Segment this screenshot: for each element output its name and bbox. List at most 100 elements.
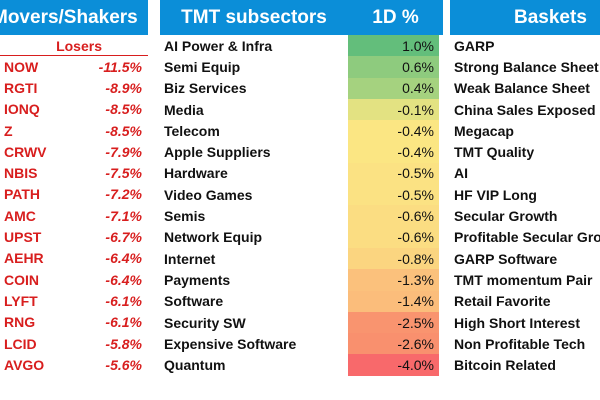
loser-ticker: CRWV xyxy=(4,143,47,160)
loser-ticker: AEHR xyxy=(4,250,44,267)
subsector-row: Semi Equip 0.6% xyxy=(160,56,443,78)
loser-change: -8.9% xyxy=(105,79,142,96)
loser-row: CRWV -7.9% xyxy=(0,141,148,162)
subsector-change-cell: -0.6% xyxy=(348,226,439,248)
loser-change: -6.1% xyxy=(105,292,142,309)
loser-ticker: NBIS xyxy=(4,165,38,182)
loser-change: -7.9% xyxy=(105,143,142,160)
loser-change: -8.5% xyxy=(105,122,142,139)
loser-change: -6.7% xyxy=(105,229,142,246)
baskets-panel: Baskets GARP Strong Balance Sheet Weak Bal… xyxy=(450,0,600,400)
loser-row: NOW -11.5% xyxy=(0,56,148,77)
loser-row: AVGO -5.6% xyxy=(0,354,148,375)
losers-list: NOW -11.5% RGTI -8.9% IONQ -8.5% Z -8.5% CRWV -7.… xyxy=(0,56,148,375)
loser-row: COIN -6.4% xyxy=(0,269,148,290)
loser-ticker: COIN xyxy=(4,271,39,288)
loser-row: LCID -5.8% xyxy=(0,333,148,354)
basket-row: TMT Quality xyxy=(454,144,535,161)
tmt-subsectors-header: TMT subsectors 1D % xyxy=(160,0,443,35)
subsector-change-cell: -0.5% xyxy=(348,162,439,185)
loser-row: IONQ -8.5% xyxy=(0,99,148,120)
subsector-change-cell: 0.6% xyxy=(348,56,439,78)
movers-shakers-title: Movers/Shakers xyxy=(0,6,138,28)
subsector-change-cell: -0.8% xyxy=(348,247,439,270)
subsector-row: Hardware -0.5% xyxy=(160,162,443,185)
basket-row: Strong Balance Sheet xyxy=(454,58,599,75)
subsector-change-cell: -2.5% xyxy=(348,311,439,334)
subsector-name: Payments xyxy=(164,271,231,288)
subsector-change-cell: -1.3% xyxy=(348,269,439,291)
subsector-name: Security SW xyxy=(164,314,246,331)
loser-ticker: AMC xyxy=(4,207,36,224)
loser-ticker: RGTI xyxy=(4,79,38,96)
subsector-change-cell: -0.1% xyxy=(348,98,439,121)
subsector-row: Internet -0.8% xyxy=(160,247,443,270)
subsector-name: Network Equip xyxy=(164,229,263,246)
subsector-row: Telecom -0.4% xyxy=(160,120,443,142)
basket-row: High Short Interest xyxy=(454,314,581,331)
loser-change: -6.1% xyxy=(105,314,142,331)
loser-ticker: IONQ xyxy=(4,101,40,118)
loser-row: LYFT -6.1% xyxy=(0,290,148,311)
movers-shakers-header: Movers/Shakers xyxy=(0,0,148,35)
subsector-change-cell: -0.4% xyxy=(348,141,439,163)
loser-row: RGTI -8.9% xyxy=(0,77,148,98)
subsector-row: Expensive Software -2.6% xyxy=(160,333,443,355)
basket-row: Retail Favorite xyxy=(454,293,551,310)
subsector-row: AI Power & Infra 1.0% xyxy=(160,35,443,57)
basket-row: GARP Software xyxy=(454,250,558,267)
subsector-name: Semis xyxy=(164,208,206,225)
subsector-row: Network Equip -0.6% xyxy=(160,226,443,248)
subsector-change-cell: -0.4% xyxy=(348,120,439,142)
subsector-row: Biz Services 0.4% xyxy=(160,77,443,99)
subsector-change-cell: -1.4% xyxy=(348,290,439,312)
loser-ticker: LYFT xyxy=(4,292,38,309)
subsector-name: Quantum xyxy=(164,357,226,374)
loser-row: NBIS -7.5% xyxy=(0,162,148,183)
subsector-name: Media xyxy=(164,101,204,118)
subsector-change-cell: -0.6% xyxy=(348,205,439,227)
loser-row: AMC -7.1% xyxy=(0,205,148,226)
basket-row: AI xyxy=(454,165,468,182)
loser-change: -5.8% xyxy=(105,335,142,352)
loser-change: -6.4% xyxy=(105,271,142,288)
one-day-change-column-header: 1D % xyxy=(372,6,419,28)
loser-row: AEHR -6.4% xyxy=(0,248,148,269)
subsector-name: Software xyxy=(164,293,224,310)
subsector-change-cell: 0.4% xyxy=(348,77,439,99)
loser-change: -11.5% xyxy=(98,58,142,75)
subsector-change-cell: -2.6% xyxy=(348,333,439,355)
subsector-name: Internet xyxy=(164,250,216,267)
basket-row: Non Profitable Tech xyxy=(454,335,586,352)
basket-row: Weak Balance Sheet xyxy=(454,80,590,97)
subsector-row: Semis -0.6% xyxy=(160,205,443,227)
loser-change: -5.6% xyxy=(105,356,142,373)
loser-row: Z -8.5% xyxy=(0,120,148,141)
loser-ticker: Z xyxy=(4,122,13,139)
basket-row: China Sales Exposed xyxy=(454,101,596,118)
subsector-name: Biz Services xyxy=(164,80,247,97)
subsector-change-cell: 1.0% xyxy=(348,35,439,57)
basket-row: Megacap xyxy=(454,122,514,139)
basket-row: Secular Growth xyxy=(454,208,558,225)
subsector-row: Video Games -0.5% xyxy=(160,184,443,206)
basket-row: TMT momentum Pair xyxy=(454,271,593,288)
tmt-subsectors-panel: TMT subsectors 1D % AI Power & Infra 1.0%… xyxy=(160,0,443,400)
loser-ticker: PATH xyxy=(4,186,41,203)
subsector-name: Hardware xyxy=(164,165,228,182)
loser-ticker: LCID xyxy=(4,335,37,352)
loser-change: -7.2% xyxy=(105,186,142,203)
basket-row: Bitcoin Related xyxy=(454,357,556,374)
subsector-row: Media -0.1% xyxy=(160,98,443,121)
subsector-row: Apple Suppliers -0.4% xyxy=(160,141,443,163)
baskets-header: Baskets xyxy=(450,0,600,35)
subsector-change-cell: -4.0% xyxy=(348,354,439,376)
basket-row: GARP xyxy=(454,37,495,54)
loser-change: -8.5% xyxy=(105,101,142,118)
basket-row: HF VIP Long xyxy=(454,186,537,203)
subsector-name: Apple Suppliers xyxy=(164,144,271,161)
loser-change: -6.4% xyxy=(105,250,142,267)
loser-ticker: AVGO xyxy=(4,356,45,373)
loser-row: PATH -7.2% xyxy=(0,184,148,205)
loser-ticker: NOW xyxy=(4,58,39,75)
